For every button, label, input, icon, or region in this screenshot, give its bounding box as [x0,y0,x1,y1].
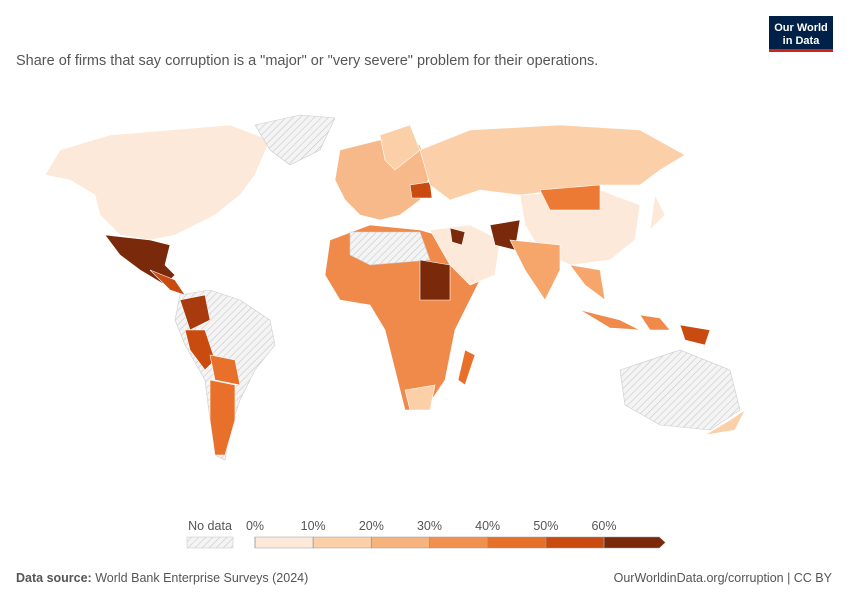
legend-tick-label: 40% [475,519,500,533]
country[interactable] [704,409,746,436]
map [44,114,746,461]
logo-bar [769,49,833,52]
logo-text: in Data [783,35,821,47]
source-label: Data source: [16,571,92,585]
country[interactable] [209,354,241,386]
country[interactable] [409,181,433,199]
legend-bin [487,536,547,549]
country[interactable] [449,227,466,246]
country[interactable] [184,329,216,371]
country[interactable] [104,234,176,286]
legend-tick-label: 50% [533,519,558,533]
country[interactable] [539,184,601,211]
country[interactable] [404,384,436,411]
country[interactable] [619,349,741,431]
country[interactable] [579,309,641,331]
country[interactable] [679,324,711,346]
legend-bin [371,536,430,549]
logo-text: Our World [774,22,828,34]
legend-tick-label: 10% [301,519,326,533]
logo[interactable] [769,16,833,52]
country[interactable] [209,379,236,456]
legend-tick-label: 20% [359,519,384,533]
url[interactable]: OurWorldinData.org/corruption | CC BY [614,571,833,585]
country[interactable] [429,224,501,286]
legend: No data 0% 10% 20% 30% 40% 50% 60% [186,519,666,549]
legend-tick-label: 30% [417,519,442,533]
country[interactable] [509,239,561,301]
legend-bin [603,536,666,549]
chart-title: Share of firms that say corruption is a … [16,53,598,69]
country[interactable] [349,231,431,266]
legend-tick-label: 0% [246,519,264,533]
legend-bin [254,536,314,549]
country[interactable] [649,194,666,231]
country[interactable] [639,314,671,331]
country[interactable] [419,259,451,301]
no-data-swatch [186,536,234,549]
legend-tick-label: 60% [591,519,616,533]
country[interactable] [379,124,421,171]
source-text: World Bank Enterprise Surveys (2024) [95,571,308,585]
legend-bin [429,536,488,549]
source: Data source: World Bank Enterprise Surve… [16,571,308,585]
country[interactable] [457,349,476,386]
country[interactable] [179,294,211,331]
legend-bin [545,536,605,549]
legend-bin [312,536,372,549]
country[interactable] [419,124,686,201]
legend-label: No data [188,519,232,533]
country[interactable] [254,114,336,166]
country[interactable] [569,264,606,301]
country[interactable] [44,124,271,241]
